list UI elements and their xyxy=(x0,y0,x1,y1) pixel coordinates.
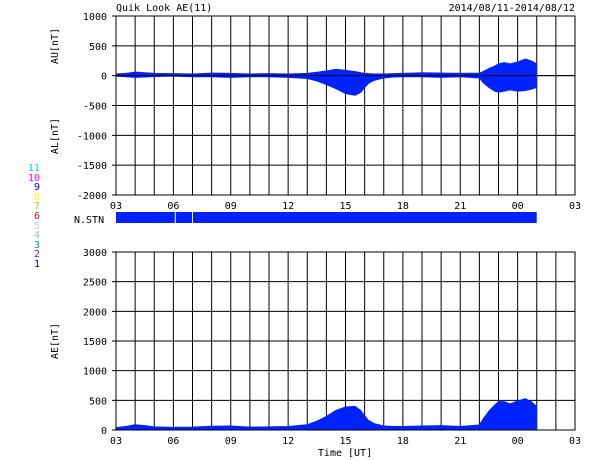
upper-series xyxy=(115,58,575,96)
legend-item: 1 xyxy=(33,258,40,270)
legend-item: 2 xyxy=(33,249,40,261)
x-tick-label: 12 xyxy=(282,436,294,447)
chart-title: Quik Look AE(11) xyxy=(116,3,212,14)
lower-y-tick-labels: 0 500 1000 1500 2000 2500 3000 xyxy=(83,248,116,437)
upper-x-tick-labels: 03 06 09 12 15 18 21 00 03 xyxy=(110,201,581,212)
al-axis-label: AL[nT] xyxy=(50,118,61,154)
y-tick-label: -1500 xyxy=(77,161,107,172)
legend-item: 10 xyxy=(27,172,40,184)
y-tick-label: 1500 xyxy=(83,337,107,348)
y-tick-label: 2500 xyxy=(83,278,107,289)
legend-item: 9 xyxy=(33,182,40,194)
x-tick-label: 06 xyxy=(167,436,179,447)
au-axis-label: AU[nT] xyxy=(50,28,61,64)
x-tick-label: 03 xyxy=(569,201,581,212)
x-tick-label: 15 xyxy=(339,436,351,447)
y-tick-label: 1000 xyxy=(83,367,107,378)
x-tick-label: 12 xyxy=(282,201,294,212)
legend-item: 3 xyxy=(33,239,40,251)
x-tick-label: 15 xyxy=(339,201,351,212)
lower-series xyxy=(115,398,538,431)
station-count-legend: 11 10 9 8 7 6 5 4 3 2 1 xyxy=(18,164,40,270)
lower-x-tick-labels: 03 06 09 12 15 18 21 00 03 xyxy=(110,436,581,447)
y-tick-label: 1000 xyxy=(83,12,107,23)
x-tick-label: 09 xyxy=(225,436,237,447)
nstn-panel: N.STN xyxy=(74,212,537,226)
x-tick-label: 09 xyxy=(225,201,237,212)
x-tick-label: 21 xyxy=(454,201,466,212)
legend-item: 5 xyxy=(33,220,40,232)
y-tick-label: 0 xyxy=(101,72,107,83)
x-tick-label: 21 xyxy=(454,436,466,447)
ae-series-area xyxy=(115,398,538,431)
x-axis-label: Time [UT] xyxy=(318,448,372,459)
y-tick-label: 500 xyxy=(89,396,107,407)
y-tick-label: -2000 xyxy=(77,191,107,202)
legend-item: 4 xyxy=(33,230,40,242)
x-tick-label: 03 xyxy=(110,201,122,212)
y-tick-label: 0 xyxy=(101,426,107,437)
legend-item: 11 xyxy=(27,163,40,174)
legend-item: 8 xyxy=(33,191,40,203)
legend-item: 6 xyxy=(33,210,40,222)
au-al-series-area xyxy=(115,58,538,96)
nstn-label: N.STN xyxy=(74,215,104,226)
y-tick-label: -1000 xyxy=(77,131,107,142)
x-tick-label: 06 xyxy=(167,201,179,212)
nstn-bar xyxy=(116,212,537,223)
y-tick-label: 500 xyxy=(89,42,107,53)
nstn-coverage-bar xyxy=(116,212,537,223)
x-tick-label: 18 xyxy=(397,436,409,447)
date-range: 2014/08/11-2014/08/12 xyxy=(449,3,575,14)
lower-grid xyxy=(116,252,575,430)
y-tick-label: -500 xyxy=(83,102,107,113)
ae-axis-label: AE[nT] xyxy=(50,323,61,359)
upper-grid xyxy=(116,16,575,195)
y-tick-label: 3000 xyxy=(83,248,107,259)
x-tick-label: 00 xyxy=(512,201,524,212)
x-tick-label: 00 xyxy=(512,436,524,447)
upper-panel: -2000 -1500 -1000 -500 0 500 1000 03 06 09 12 15 18… xyxy=(50,12,581,212)
y-tick-label: 2000 xyxy=(83,307,107,318)
x-tick-label: 18 xyxy=(397,201,409,212)
legend-item: 7 xyxy=(33,201,40,213)
x-tick-label: 03 xyxy=(569,436,581,447)
upper-y-tick-labels: -2000 -1500 -1000 -500 0 500 1000 xyxy=(77,12,116,202)
x-tick-label: 03 xyxy=(110,436,122,447)
